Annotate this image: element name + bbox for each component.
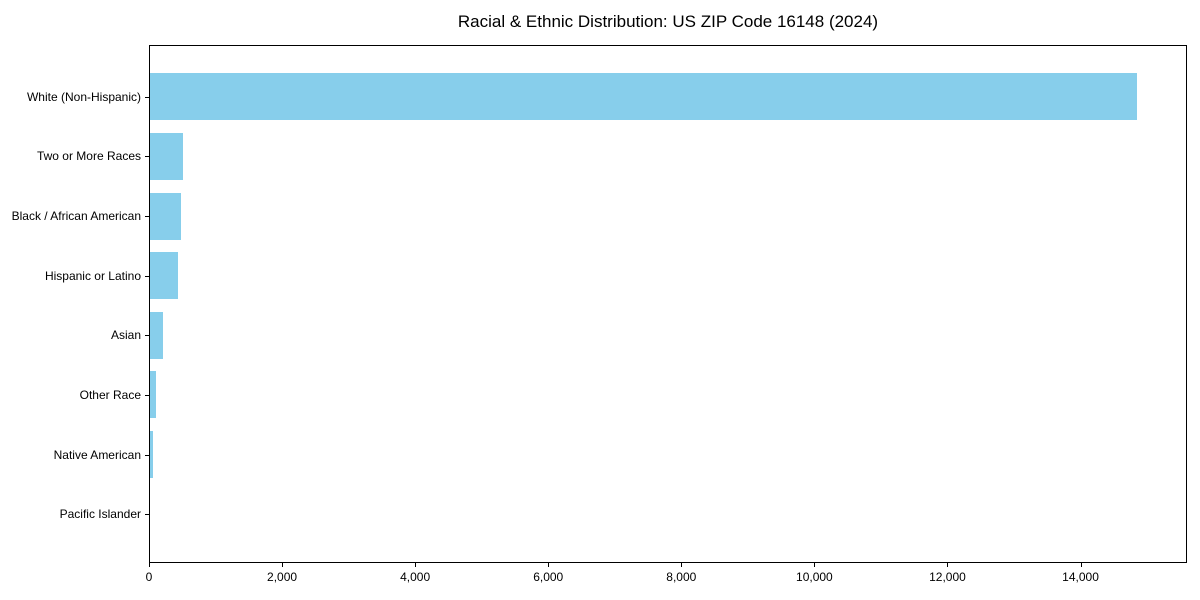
y-tick-label: Native American: [53, 447, 141, 462]
y-tick-label: Other Race: [79, 387, 141, 402]
x-tick-mark: [548, 563, 550, 567]
bar: [150, 252, 179, 300]
x-tick-mark: [681, 563, 683, 567]
x-tick-label: 2,000: [267, 570, 298, 584]
bar: [150, 431, 153, 479]
x-tick-label: 6,000: [533, 570, 564, 584]
x-tick-mark: [282, 563, 284, 567]
bar: [150, 192, 181, 240]
y-tick-mark: [145, 454, 149, 456]
x-tick-label: 14,000: [1062, 570, 1099, 584]
bar: [150, 132, 184, 180]
bar: [150, 73, 1137, 121]
y-tick-mark: [145, 394, 149, 396]
y-tick-mark: [145, 96, 149, 98]
y-tick-label: Hispanic or Latino: [44, 268, 141, 283]
bar: [150, 371, 156, 419]
chart-title: Racial & Ethnic Distribution: US ZIP Cod…: [457, 12, 879, 31]
y-tick-label: Two or More Races: [36, 149, 141, 164]
y-tick-mark: [145, 216, 149, 218]
y-tick-mark: [145, 275, 149, 277]
x-tick-label: 0: [145, 570, 153, 584]
y-tick-label: Pacific Islander: [59, 507, 141, 522]
x-tick-label: 12,000: [929, 570, 966, 584]
y-tick-mark: [145, 514, 149, 516]
y-tick-label: Asian: [110, 328, 141, 343]
x-tick-mark: [149, 563, 150, 567]
x-tick-mark: [415, 563, 417, 567]
x-tick-mark: [814, 563, 816, 567]
y-tick-label: White (Non-Hispanic): [26, 89, 141, 104]
x-tick-label: 10,000: [796, 570, 833, 584]
x-tick-mark: [947, 563, 949, 567]
y-tick-mark: [145, 335, 149, 337]
x-tick-mark: [1080, 563, 1082, 567]
y-tick-label: Black / African American: [11, 209, 141, 224]
x-tick-label: 4,000: [400, 570, 431, 584]
x-tick-label: 8,000: [666, 570, 697, 584]
y-tick-mark: [145, 156, 149, 158]
bar: [150, 311, 163, 359]
plot-area: [149, 45, 1187, 563]
